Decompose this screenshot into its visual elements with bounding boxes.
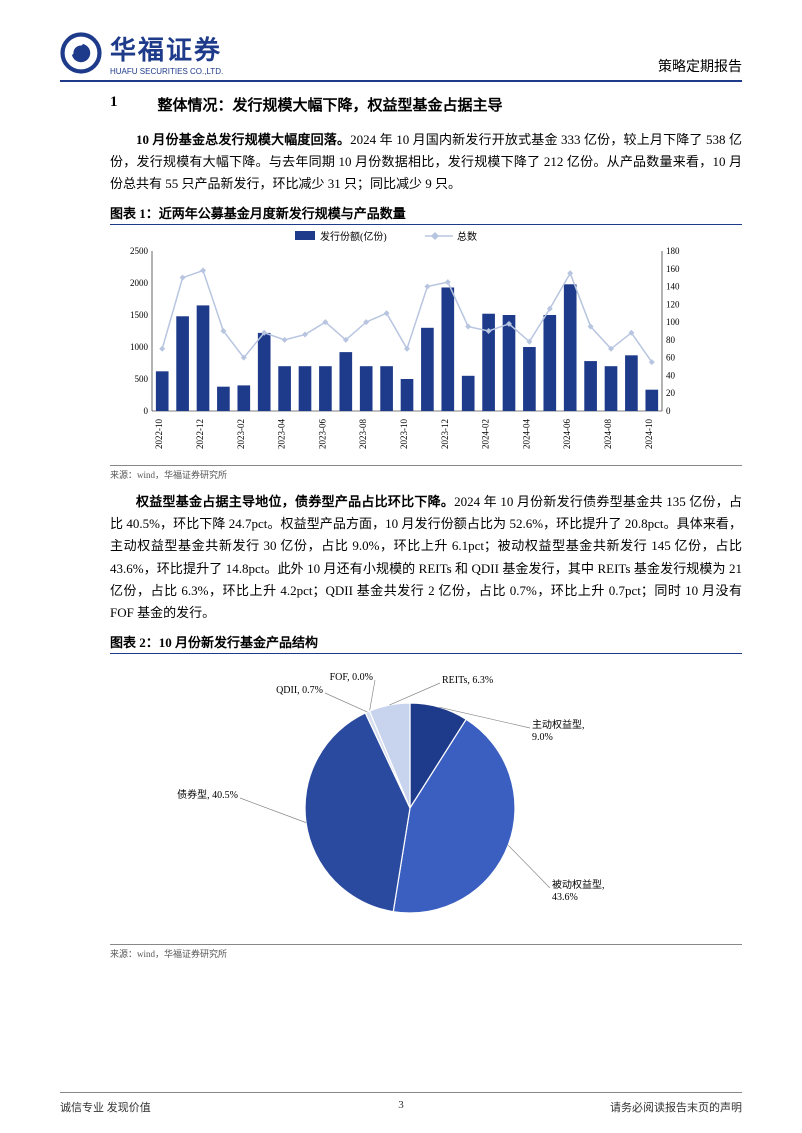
svg-text:160: 160 <box>666 264 680 274</box>
section-title: 整体情况：发行规模大幅下降，权益型基金占据主导 <box>158 94 503 115</box>
svg-text:2023-04: 2023-04 <box>277 419 287 449</box>
svg-text:主动权益型,: 主动权益型, <box>532 718 585 731</box>
svg-text:0: 0 <box>144 406 149 416</box>
svg-text:140: 140 <box>666 282 680 292</box>
svg-text:2022-10: 2022-10 <box>154 419 164 449</box>
page-footer: 诚信专业 发现价值 3 请务必阅读报告末页的声明 <box>60 1092 742 1115</box>
svg-text:2024-10: 2024-10 <box>644 419 654 449</box>
para1-bold: 10 月份基金总发行规模大幅度回落。 <box>136 132 350 147</box>
svg-text:40: 40 <box>666 371 676 381</box>
chart2-wrap: 主动权益型,9.0% 被动权益型,43.6% 债券型, 40.5% QDII, 0.7… <box>110 658 742 942</box>
svg-text:2023-10: 2023-10 <box>399 419 409 449</box>
svg-text:100: 100 <box>666 317 680 327</box>
svg-text:债券型, 40.5%: 债券型, 40.5% <box>177 788 238 801</box>
svg-text:500: 500 <box>135 374 149 384</box>
svg-text:180: 180 <box>666 246 680 256</box>
svg-text:QDII, 0.7%: QDII, 0.7% <box>276 685 323 696</box>
svg-text:总数: 总数 <box>457 230 477 243</box>
logo-en-text: HUAFU SECURITIES CO.,LTD. <box>110 67 223 76</box>
svg-text:2500: 2500 <box>130 246 149 256</box>
section-number: 1 <box>110 94 118 115</box>
report-category: 策略定期报告 <box>658 56 742 76</box>
svg-text:43.6%: 43.6% <box>552 892 578 903</box>
page-header: 华福证券 HUAFU SECURITIES CO.,LTD. 策略定期报告 <box>60 30 742 82</box>
logo-cn-text: 华福证券 <box>110 30 223 67</box>
chart1-title: 图表 1：近两年公募基金月度新发行规模与产品数量 <box>110 203 742 225</box>
footer-right: 请务必阅读报告末页的声明 <box>610 1099 742 1115</box>
para2-text: 2024 年 10 月份新发行债券型基金共 135 亿份，占比 40.5%，环比… <box>110 494 742 619</box>
logo-block: 华福证券 HUAFU SECURITIES CO.,LTD. <box>60 30 223 76</box>
svg-text:REITs, 6.3%: REITs, 6.3% <box>442 675 493 686</box>
svg-text:60: 60 <box>666 353 676 363</box>
svg-text:1000: 1000 <box>130 342 149 352</box>
svg-text:2024-06: 2024-06 <box>562 419 572 449</box>
footer-page-number: 3 <box>398 1099 404 1111</box>
chart1-svg: 发行份额(亿份) 总数 0 500 1000 1500 2000 2500 0 20 40 60 80 1… <box>110 229 700 459</box>
svg-text:2024-04: 2024-04 <box>521 419 531 449</box>
section-heading: 1 整体情况：发行规模大幅下降，权益型基金占据主导 <box>110 94 742 115</box>
svg-text:120: 120 <box>666 300 680 310</box>
paragraph-1: 10 月份基金总发行规模大幅度回落。2024 年 10 月国内新发行开放式基金 … <box>110 129 742 195</box>
svg-text:2024-08: 2024-08 <box>603 419 613 449</box>
footer-left: 诚信专业 发现价值 <box>60 1099 151 1115</box>
chart1-source: 来源：wind，华福证券研究所 <box>110 465 742 481</box>
svg-text:2022-12: 2022-12 <box>195 419 205 449</box>
svg-text:9.0%: 9.0% <box>532 732 553 743</box>
svg-text:0: 0 <box>666 406 671 416</box>
chart1-wrap: 发行份额(亿份) 总数 0 500 1000 1500 2000 2500 0 20 40 60 80 1… <box>110 229 742 463</box>
svg-text:2024-02: 2024-02 <box>481 419 491 449</box>
svg-text:2023-06: 2023-06 <box>317 419 327 449</box>
chart2-source: 来源：wind，华福证券研究所 <box>110 944 742 960</box>
chart2-svg: 主动权益型,9.0% 被动权益型,43.6% 债券型, 40.5% QDII, 0.7… <box>110 658 700 938</box>
svg-text:发行份额(亿份): 发行份额(亿份) <box>320 230 387 243</box>
paragraph-2: 权益型基金占据主导地位，债券型产品占比环比下降。2024 年 10 月份新发行债… <box>110 491 742 624</box>
svg-text:被动权益型,: 被动权益型, <box>552 878 605 891</box>
svg-text:20: 20 <box>666 389 676 399</box>
svg-text:2000: 2000 <box>130 278 149 288</box>
company-logo-icon <box>60 32 102 74</box>
svg-text:2023-02: 2023-02 <box>236 419 246 449</box>
svg-text:2023-12: 2023-12 <box>440 419 450 449</box>
chart2-title: 图表 2：10 月份新发行基金产品结构 <box>110 632 742 654</box>
svg-text:80: 80 <box>666 335 676 345</box>
svg-text:2023-08: 2023-08 <box>358 419 368 449</box>
svg-text:1500: 1500 <box>130 310 149 320</box>
para2-bold: 权益型基金占据主导地位，债券型产品占比环比下降。 <box>136 494 454 509</box>
svg-text:FOF, 0.0%: FOF, 0.0% <box>330 672 373 683</box>
